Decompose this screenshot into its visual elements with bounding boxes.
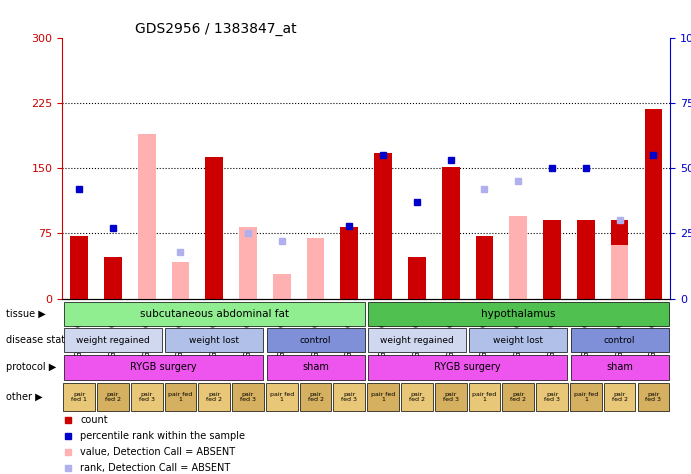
Text: value, Detection Call = ABSENT: value, Detection Call = ABSENT	[80, 447, 236, 457]
Text: disease state ▶: disease state ▶	[6, 335, 82, 345]
FancyBboxPatch shape	[468, 383, 500, 411]
FancyBboxPatch shape	[165, 328, 263, 352]
Text: protocol ▶: protocol ▶	[6, 362, 57, 373]
FancyBboxPatch shape	[267, 328, 365, 352]
Bar	[171, 262, 189, 299]
Bar	[442, 166, 460, 299]
Bar	[577, 220, 595, 299]
FancyBboxPatch shape	[368, 355, 567, 380]
Text: rank, Detection Call = ABSENT: rank, Detection Call = ABSENT	[80, 463, 231, 473]
FancyBboxPatch shape	[502, 383, 534, 411]
Text: sham: sham	[302, 362, 329, 373]
Bar	[475, 236, 493, 299]
Text: pair
fed 2: pair fed 2	[105, 392, 121, 402]
Text: pair
fed 3: pair fed 3	[443, 392, 459, 402]
Text: pair fed
1: pair fed 1	[473, 392, 497, 402]
Text: sham: sham	[606, 362, 633, 373]
Text: pair fed
1: pair fed 1	[169, 392, 193, 402]
FancyBboxPatch shape	[300, 383, 332, 411]
Text: count: count	[80, 415, 108, 425]
FancyBboxPatch shape	[334, 383, 366, 411]
FancyBboxPatch shape	[97, 383, 129, 411]
Text: pair
fed 2: pair fed 2	[612, 392, 627, 402]
Bar	[408, 257, 426, 299]
Text: pair
fed 2: pair fed 2	[409, 392, 425, 402]
Text: pair
fed 3: pair fed 3	[544, 392, 560, 402]
Bar	[543, 220, 561, 299]
Text: RYGB surgery: RYGB surgery	[434, 362, 501, 373]
FancyBboxPatch shape	[266, 383, 298, 411]
Bar	[341, 228, 358, 299]
FancyBboxPatch shape	[570, 383, 602, 411]
Bar	[307, 238, 324, 299]
FancyBboxPatch shape	[267, 355, 365, 380]
FancyBboxPatch shape	[536, 383, 568, 411]
Text: tissue ▶: tissue ▶	[6, 309, 46, 319]
FancyBboxPatch shape	[571, 328, 669, 352]
Text: subcutaneous abdominal fat: subcutaneous abdominal fat	[140, 309, 289, 319]
FancyBboxPatch shape	[638, 383, 670, 411]
FancyBboxPatch shape	[469, 328, 567, 352]
Bar	[645, 109, 662, 299]
FancyBboxPatch shape	[401, 383, 433, 411]
Bar	[239, 228, 257, 299]
Bar	[509, 216, 527, 299]
FancyBboxPatch shape	[232, 383, 264, 411]
Text: other ▶: other ▶	[6, 392, 43, 402]
FancyBboxPatch shape	[368, 302, 669, 326]
Text: GDS2956 / 1383847_at: GDS2956 / 1383847_at	[135, 21, 297, 36]
Bar	[138, 134, 155, 299]
Text: pair
fed 2: pair fed 2	[307, 392, 323, 402]
Text: pair fed
1: pair fed 1	[269, 392, 294, 402]
Text: weight regained: weight regained	[380, 336, 454, 345]
Bar	[611, 245, 628, 299]
FancyBboxPatch shape	[64, 302, 365, 326]
FancyBboxPatch shape	[368, 328, 466, 352]
FancyBboxPatch shape	[198, 383, 230, 411]
FancyBboxPatch shape	[63, 383, 95, 411]
Text: pair
fed 3: pair fed 3	[645, 392, 661, 402]
Text: pair
fed 3: pair fed 3	[240, 392, 256, 402]
Text: control: control	[300, 336, 331, 345]
Bar	[205, 157, 223, 299]
Bar	[70, 236, 88, 299]
Text: pair
fed 3: pair fed 3	[341, 392, 357, 402]
Bar	[611, 220, 628, 299]
Text: pair
fed 2: pair fed 2	[510, 392, 527, 402]
Bar	[273, 274, 291, 299]
Text: RYGB surgery: RYGB surgery	[130, 362, 197, 373]
Text: control: control	[604, 336, 635, 345]
Text: pair
fed 2: pair fed 2	[206, 392, 223, 402]
FancyBboxPatch shape	[435, 383, 466, 411]
FancyBboxPatch shape	[64, 355, 263, 380]
FancyBboxPatch shape	[64, 328, 162, 352]
Text: pair
fed 3: pair fed 3	[139, 392, 155, 402]
FancyBboxPatch shape	[604, 383, 636, 411]
Text: weight lost: weight lost	[493, 336, 543, 345]
FancyBboxPatch shape	[131, 383, 162, 411]
FancyBboxPatch shape	[367, 383, 399, 411]
Text: hypothalamus: hypothalamus	[481, 309, 556, 319]
Bar	[375, 153, 392, 299]
Text: weight regained: weight regained	[76, 336, 150, 345]
Text: pair fed
1: pair fed 1	[574, 392, 598, 402]
Text: weight lost: weight lost	[189, 336, 239, 345]
Text: percentile rank within the sample: percentile rank within the sample	[80, 431, 245, 441]
FancyBboxPatch shape	[571, 355, 669, 380]
Bar	[104, 257, 122, 299]
FancyBboxPatch shape	[164, 383, 196, 411]
Text: pair fed
1: pair fed 1	[371, 392, 395, 402]
Text: pair
fed 1: pair fed 1	[71, 392, 87, 402]
